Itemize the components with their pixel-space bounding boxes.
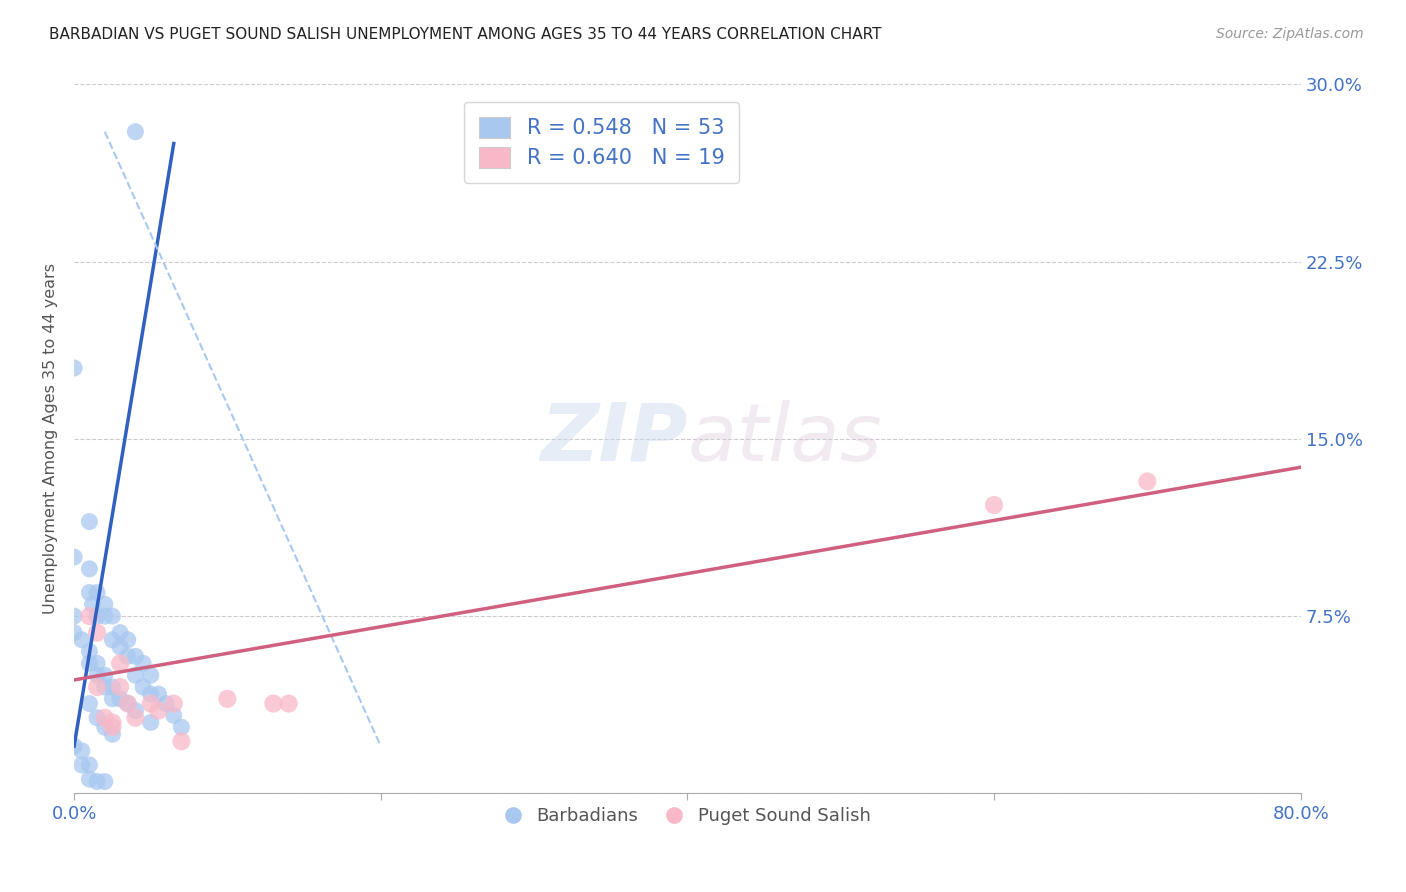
Point <box>86 609 108 624</box>
Point <box>108 691 131 706</box>
Legend: Barbadians, Puget Sound Salish: Barbadians, Puget Sound Salish <box>495 797 880 834</box>
Point <box>101 720 124 734</box>
Text: atlas: atlas <box>688 400 882 478</box>
Point <box>94 609 117 624</box>
Point <box>139 687 162 701</box>
Point <box>139 668 162 682</box>
Point <box>86 774 108 789</box>
Point <box>79 515 101 529</box>
Text: BARBADIAN VS PUGET SOUND SALISH UNEMPLOYMENT AMONG AGES 35 TO 44 YEARS CORRELATI: BARBADIAN VS PUGET SOUND SALISH UNEMPLOY… <box>49 27 882 42</box>
Point <box>262 697 284 711</box>
Point <box>94 774 117 789</box>
Point <box>124 125 146 139</box>
Point <box>63 625 86 640</box>
Point <box>86 668 108 682</box>
Point <box>148 687 170 701</box>
Point <box>101 727 124 741</box>
Point <box>148 704 170 718</box>
Point <box>139 715 162 730</box>
Point <box>63 361 86 376</box>
Point <box>101 680 124 694</box>
Point <box>63 739 86 753</box>
Y-axis label: Unemployment Among Ages 35 to 44 years: Unemployment Among Ages 35 to 44 years <box>44 263 58 615</box>
Text: ZIP: ZIP <box>540 400 688 478</box>
Point <box>124 711 146 725</box>
Point <box>70 758 93 772</box>
Point <box>277 697 299 711</box>
Point <box>983 498 1005 512</box>
Point <box>217 691 239 706</box>
Point <box>117 697 139 711</box>
Point <box>101 609 124 624</box>
Point <box>124 704 146 718</box>
Point <box>79 657 101 671</box>
Point <box>79 562 101 576</box>
Point <box>79 644 101 658</box>
Point <box>82 597 104 611</box>
Point <box>70 632 93 647</box>
Point <box>101 715 124 730</box>
Point <box>86 585 108 599</box>
Point <box>117 649 139 664</box>
Point <box>101 691 124 706</box>
Point <box>124 668 146 682</box>
Point <box>132 680 155 694</box>
Point <box>108 680 131 694</box>
Point <box>79 585 101 599</box>
Point <box>94 597 117 611</box>
Point <box>117 697 139 711</box>
Point <box>139 697 162 711</box>
Point <box>117 632 139 647</box>
Point <box>63 609 86 624</box>
Point <box>124 649 146 664</box>
Point <box>101 632 124 647</box>
Point <box>94 668 117 682</box>
Point <box>108 657 131 671</box>
Point <box>108 625 131 640</box>
Point <box>132 657 155 671</box>
Point <box>79 758 101 772</box>
Point <box>86 657 108 671</box>
Point <box>70 744 93 758</box>
Point <box>1136 475 1159 489</box>
Point <box>155 697 177 711</box>
Point <box>79 609 101 624</box>
Point <box>163 708 186 723</box>
Point <box>86 680 108 694</box>
Point <box>94 711 117 725</box>
Point <box>170 734 193 748</box>
Point <box>94 680 117 694</box>
Point <box>79 772 101 787</box>
Point <box>170 720 193 734</box>
Point <box>94 720 117 734</box>
Point <box>108 640 131 654</box>
Point <box>86 711 108 725</box>
Point <box>163 697 186 711</box>
Point <box>63 549 86 564</box>
Point <box>79 697 101 711</box>
Point <box>86 625 108 640</box>
Text: Source: ZipAtlas.com: Source: ZipAtlas.com <box>1216 27 1364 41</box>
